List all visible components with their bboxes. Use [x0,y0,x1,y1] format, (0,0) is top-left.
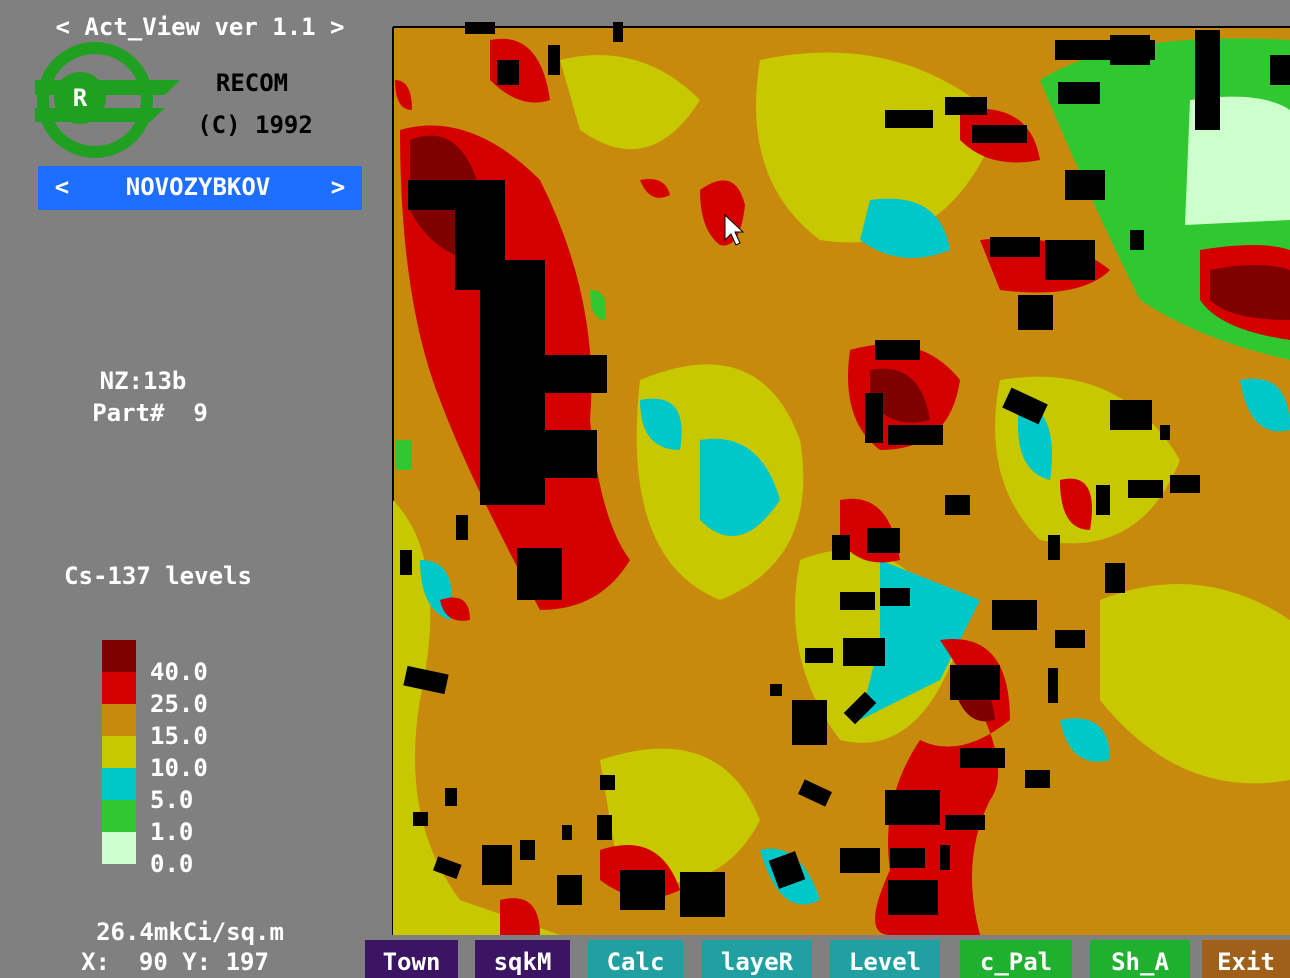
legend-label: 0.0 [150,850,193,878]
next-town[interactable]: > [331,173,345,201]
legend-label: 10.0 [150,754,208,782]
reading: 26.4mkCi/sq.m [96,918,284,946]
legend-label: 40.0 [150,658,208,686]
function-key[interactable] [960,940,1072,978]
logo: R [35,42,180,158]
part: Part# 9 [92,399,208,427]
function-key[interactable] [1202,940,1290,978]
town-bar [38,166,362,210]
legend-label: 1.0 [150,818,193,846]
zone: NZ:13b [100,367,187,395]
copyright: (C) 1992 [197,111,313,139]
function-key[interactable] [830,940,940,978]
legend-label: 15.0 [150,722,208,750]
function-key[interactable] [475,940,570,978]
function-keys: Town sqkM Calc layeR Level c_Pal Sh_A Exit [365,940,1290,978]
legend-swatch [102,704,136,736]
function-key[interactable] [1090,940,1190,978]
function-key-label[interactable]: Sh_A [1111,948,1169,976]
function-key-label[interactable]: Calc [607,948,665,976]
legend-label: 5.0 [150,786,193,814]
function-key-label[interactable]: layeR [721,948,794,976]
function-key[interactable] [365,940,458,978]
function-key[interactable] [702,940,812,978]
legend-swatch [102,768,136,800]
mouse-cursor [724,213,745,246]
legend-swatch [102,672,136,704]
prev-town[interactable]: < [55,173,69,201]
coords: X: 90 Y: 197 [81,948,269,976]
legend-swatch [102,800,136,832]
legend-title: Cs-137 levels [64,562,252,590]
company: RECOM [216,69,288,97]
function-key-label[interactable]: Level [849,948,921,976]
legend-swatch [102,640,136,672]
legend: 40.0 25.0 15.0 10.0 5.0 1.0 0.0 [102,640,208,878]
logo-letter: R [73,84,88,112]
function-key-label[interactable]: Exit [1217,948,1275,976]
app-title: < Act_View ver 1.1 > [56,13,345,41]
function-key-label[interactable]: Town [383,948,441,976]
legend-swatch [102,736,136,768]
legend-swatch [102,832,136,864]
function-key-label[interactable]: sqkM [494,948,552,976]
function-key[interactable] [588,940,683,978]
legend-label: 25.0 [150,690,208,718]
function-key-label[interactable]: c_Pal [980,948,1052,976]
town-name: NOVOZYBKOV [126,173,271,201]
map [392,22,1290,935]
